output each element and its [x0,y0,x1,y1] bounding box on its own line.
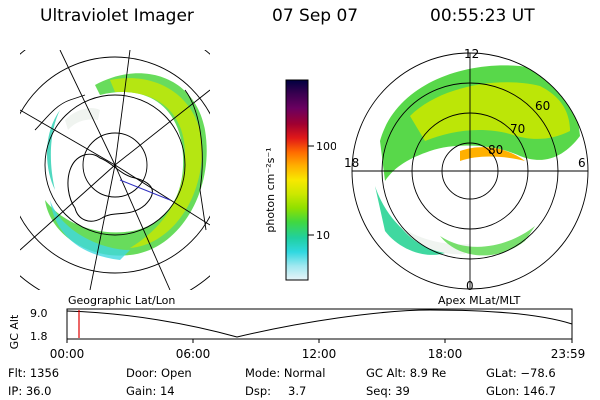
timeline-tick-0000: 00:00 [50,347,85,361]
timeline-tick-0600: 06:00 [176,347,211,361]
dsp-label: Dsp: [245,384,272,398]
dsp-value: 3.7 [288,384,307,398]
mlt-label-18: 18 [344,156,359,170]
mlt-label-6: 6 [578,156,586,170]
timeline-tick-2359: 23:59 [551,347,586,361]
lat-label-70: 70 [510,122,525,136]
flight-number: Flt: 1356 [8,366,60,380]
geo-latitude: GLat: −78.6 [486,366,556,380]
timeline-tick-1200: 12:00 [302,347,337,361]
timeline-ymax: 9.0 [30,307,48,320]
ip-value: IP: 36.0 [8,384,52,398]
timeline-axis-label: GC Alt [8,314,21,349]
left-panel-caption: Geographic Lat/Lon [68,294,176,307]
colorbar-tick-100: 100 [316,140,336,153]
page-title: Ultraviolet Imager [40,6,194,26]
sequence-number: Seq: 39 [366,384,410,398]
geo-longitude: GLon: 146.7 [486,384,556,398]
right-panel-caption: Apex MLat/MLT [438,294,521,307]
magnetic-aurora-image: 12 18 6 0 60 70 80 [344,47,589,293]
colorbar-unit-label: photon cm⁻²s⁻¹ [264,147,277,232]
date-label: 07 Sep 07 [272,6,359,26]
gain-value: Gain: 14 [126,384,175,398]
colorbar-tick-10: 10 [316,229,330,242]
lat-label-80: 80 [488,143,503,157]
mlt-label-12: 12 [464,47,479,61]
timeline-tick-1800: 18:00 [428,347,463,361]
timeline-ymin: 1.8 [30,330,48,343]
time-label: 00:55:23 UT [430,6,535,26]
colorbar: photon cm⁻²s⁻¹ 100 10 [264,79,336,281]
geographic-aurora-image [20,50,210,290]
gc-alt-timeline: GC Alt 9.0 1.8 00:00 06:00 12:00 18:00 2… [8,307,586,361]
gc-alt-value: GC Alt: 8.9 Re [366,366,447,380]
door-status: Door: Open [126,366,192,380]
lat-label-60: 60 [535,99,550,113]
mlt-label-0: 0 [466,279,474,293]
mode-value: Mode: Normal [245,366,326,380]
